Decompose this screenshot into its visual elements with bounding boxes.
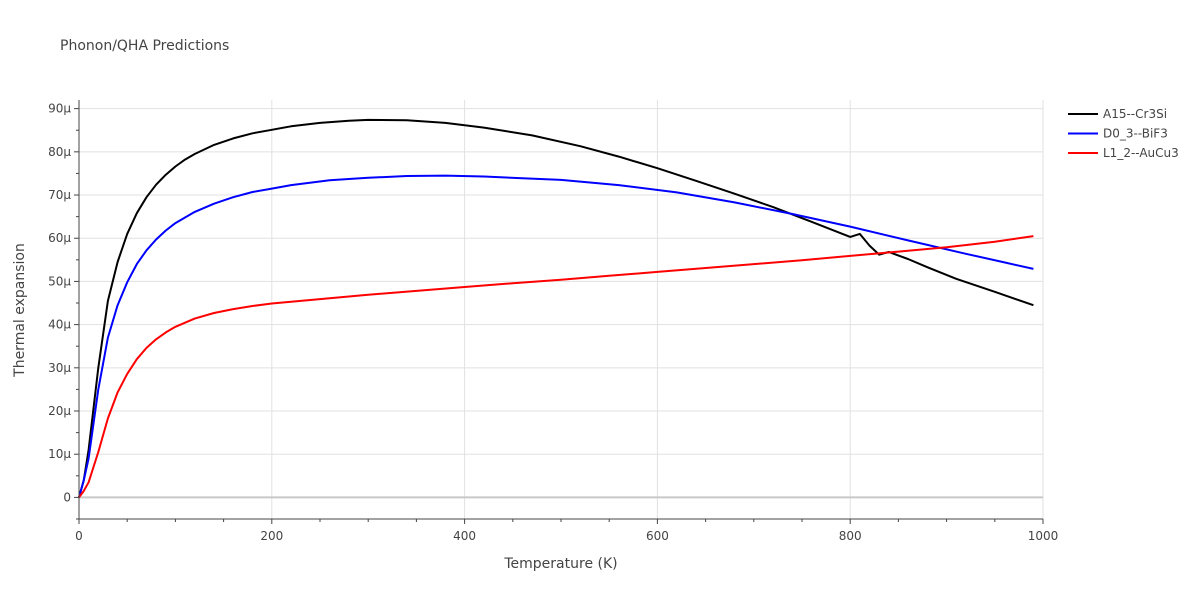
legend-item-0[interactable]: A15--Cr3Si (1068, 107, 1167, 121)
series-line-1[interactable] (78, 174, 1034, 498)
y-tick-label: 50μ (48, 274, 71, 288)
legend-item-2[interactable]: L1_2--AuCu3 (1068, 146, 1179, 160)
y-tick-label: 20μ (48, 404, 71, 418)
y-tick-label: 10μ (48, 447, 71, 461)
legend[interactable]: A15--Cr3Si D0_3--BiF3 L1_2--AuCu3 (1068, 107, 1179, 160)
legend-label: D0_3--BiF3 (1103, 127, 1168, 141)
x-axis-title: Temperature (K) (503, 556, 617, 572)
y-tick-label: 30μ (48, 361, 71, 375)
legend-label: A15--Cr3Si (1103, 107, 1167, 121)
legend-item-1[interactable]: D0_3--BiF3 (1068, 127, 1168, 141)
y-tick-label: 90μ (48, 102, 71, 116)
y-axis-title: Thermal expansion (12, 243, 28, 378)
x-tick-label: 800 (839, 529, 862, 543)
x-tick-label: 1000 (1028, 529, 1059, 543)
x-ticks: 0 200 400 600 800 1000 (75, 519, 1058, 543)
series-lines (78, 118, 1034, 498)
axes (78, 100, 1043, 520)
series-line-2[interactable] (78, 235, 1034, 498)
y-tick-label: 40μ (48, 318, 71, 332)
x-tick-label: 0 (75, 529, 83, 543)
y-tick-label: 60μ (48, 231, 71, 245)
y-tick-label: 70μ (48, 188, 71, 202)
series-line-0[interactable] (78, 118, 1034, 498)
y-ticks: 0 10μ 20μ 30μ 40μ 50μ 60μ 70μ 80μ 90μ (48, 102, 79, 520)
y-tick-label: 80μ (48, 145, 71, 159)
y-tick-label: 0 (63, 490, 71, 504)
chart-title: Phonon/QHA Predictions (60, 38, 229, 54)
x-tick-label: 600 (646, 529, 669, 543)
legend-label: L1_2--AuCu3 (1103, 146, 1179, 160)
x-tick-label: 400 (453, 529, 476, 543)
gridlines (79, 100, 1044, 519)
x-tick-label: 200 (260, 529, 283, 543)
